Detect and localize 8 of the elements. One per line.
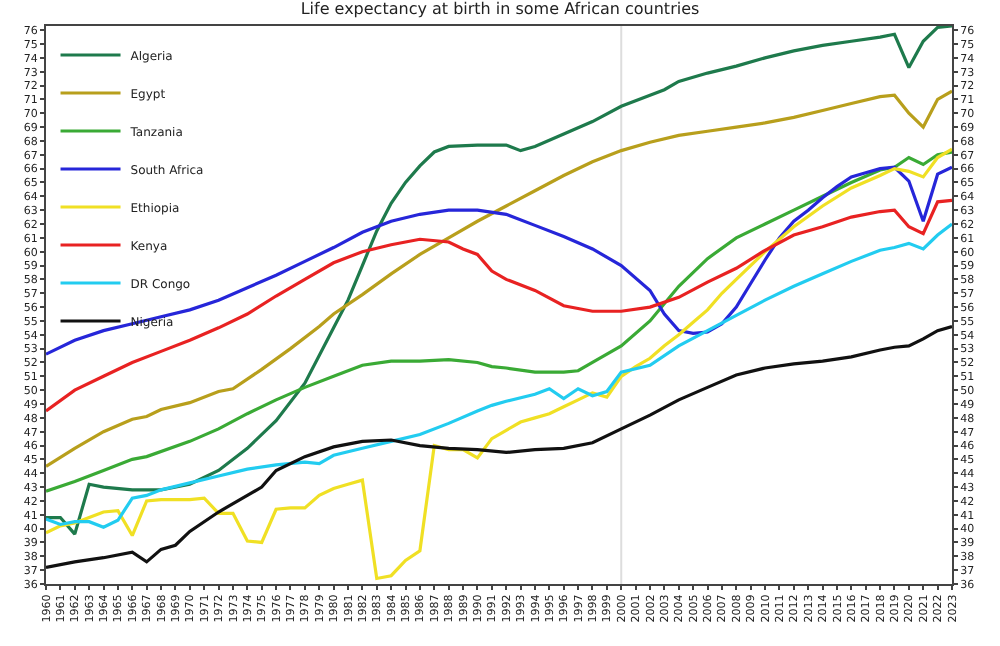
line-series xyxy=(46,222,952,529)
line-series xyxy=(46,150,952,493)
line-series xyxy=(46,26,952,536)
line-series xyxy=(46,147,952,581)
line-series xyxy=(46,165,952,356)
chart-title: Life expectancy at birth in some African countries xyxy=(300,0,700,19)
line-series xyxy=(46,89,952,468)
line-series xyxy=(46,198,952,413)
